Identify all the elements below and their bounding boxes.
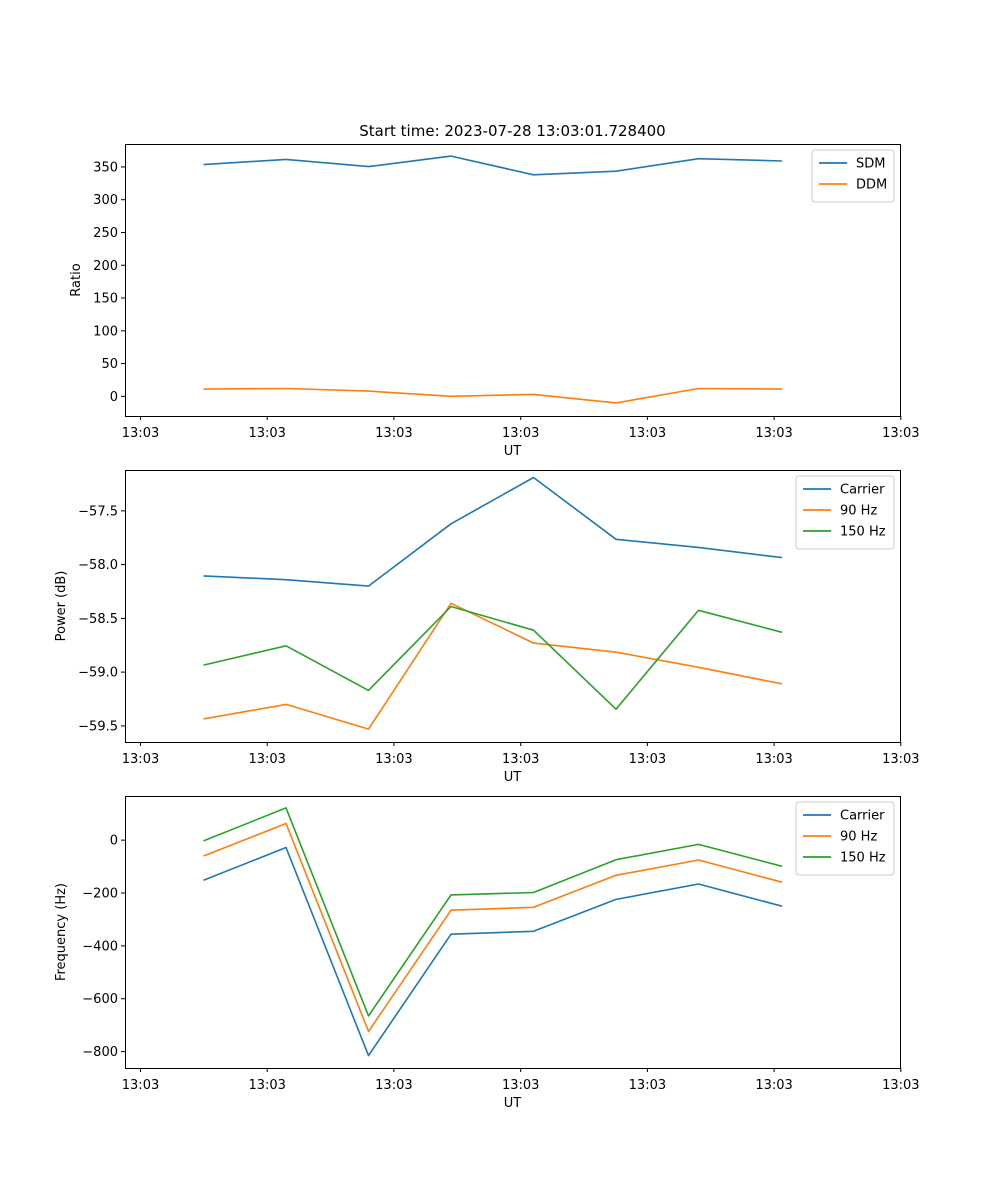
- x-tick-label: 13:03: [882, 1078, 919, 1093]
- y-tick-label: −200: [82, 887, 118, 902]
- x-tick-label: 13:03: [248, 426, 285, 441]
- series-line-90-hz: [203, 822, 783, 1033]
- x-tick-label: 13:03: [755, 426, 792, 441]
- x-axis-label: UT: [504, 770, 522, 785]
- x-tick-label: 13:03: [248, 1078, 285, 1093]
- x-tick-label: 13:03: [375, 426, 412, 441]
- x-tick-label: 13:03: [375, 752, 412, 767]
- chart-panel-1: 0 50 100 150 200 250 300 350 13:03 13:03 13:03 13:0…: [69, 144, 920, 459]
- y-axis-label: Frequency (Hz): [54, 883, 69, 981]
- y-tick-label: 250: [93, 226, 118, 241]
- x-tick-label: 13:03: [755, 752, 792, 767]
- x-tick-label: 13:03: [755, 1078, 792, 1093]
- chart-panel-2: −59.5 −59.0 −58.5 −58.0 −57.5 13:03 13:03 13:03…: [54, 470, 920, 785]
- y-tick-label: 50: [101, 357, 118, 372]
- plot-frame: [125, 796, 901, 1069]
- legend-label: SDM: [856, 157, 885, 172]
- y-tick-label: −600: [82, 992, 118, 1007]
- plot-frame: [125, 144, 901, 417]
- legend-label: Carrier: [840, 809, 885, 824]
- y-tick-label: 0: [110, 390, 118, 405]
- plot-frame: [125, 470, 901, 743]
- y-tick-label: −57.5: [78, 504, 118, 519]
- x-tick-label: 13:03: [122, 752, 159, 767]
- y-tick-label: 300: [93, 193, 118, 208]
- x-tick-label: 13:03: [248, 752, 285, 767]
- x-tick-label: 13:03: [375, 1078, 412, 1093]
- legend-label: 90 Hz: [840, 830, 877, 845]
- x-axis-label: UT: [504, 444, 522, 459]
- x-tick-label: 13:03: [502, 1078, 539, 1093]
- y-tick-label: −58.0: [78, 558, 118, 573]
- legend-label: DDM: [856, 178, 887, 193]
- series-line-carrier: [203, 846, 783, 1057]
- legend-label: 150 Hz: [840, 851, 886, 866]
- series-line-ddm: [203, 387, 783, 404]
- x-tick-label: 13:03: [122, 1078, 159, 1093]
- legend-label: 150 Hz: [840, 525, 886, 540]
- x-tick-label: 13:03: [629, 426, 666, 441]
- series-line-150-hz: [203, 807, 783, 1017]
- y-tick-label: −59.0: [78, 666, 118, 681]
- y-axis-label: Power (dB): [54, 571, 69, 642]
- y-tick-label: 200: [93, 259, 118, 274]
- y-tick-label: −400: [82, 939, 118, 954]
- x-tick-label: 13:03: [629, 1078, 666, 1093]
- x-tick-label: 13:03: [882, 426, 919, 441]
- x-axis-label: UT: [504, 1096, 522, 1111]
- y-axis-label: Ratio: [69, 263, 84, 296]
- series-line-sdm: [203, 155, 783, 176]
- chart-panel-3: −800 −600 −400 −200 0 13:03 13:03 13:03 13:03 13:…: [54, 796, 920, 1111]
- legend-label: 90 Hz: [840, 504, 877, 519]
- legend-label: Carrier: [840, 483, 885, 498]
- y-tick-label: −800: [82, 1045, 118, 1060]
- series-line-90-hz: [203, 602, 783, 730]
- x-tick-label: 13:03: [502, 426, 539, 441]
- y-tick-label: 0: [110, 834, 118, 849]
- y-tick-label: 350: [93, 160, 118, 175]
- x-tick-label: 13:03: [122, 426, 159, 441]
- y-tick-label: −58.5: [78, 612, 118, 627]
- x-tick-label: 13:03: [882, 752, 919, 767]
- x-tick-label: 13:03: [629, 752, 666, 767]
- series-line-150-hz: [203, 605, 783, 711]
- y-tick-label: 100: [93, 324, 118, 339]
- y-tick-label: 150: [93, 292, 118, 307]
- x-tick-label: 13:03: [502, 752, 539, 767]
- figure-title: Start time: 2023-07-28 13:03:01.728400: [359, 122, 665, 140]
- y-tick-label: −59.5: [78, 719, 118, 734]
- series-line-carrier: [203, 476, 783, 587]
